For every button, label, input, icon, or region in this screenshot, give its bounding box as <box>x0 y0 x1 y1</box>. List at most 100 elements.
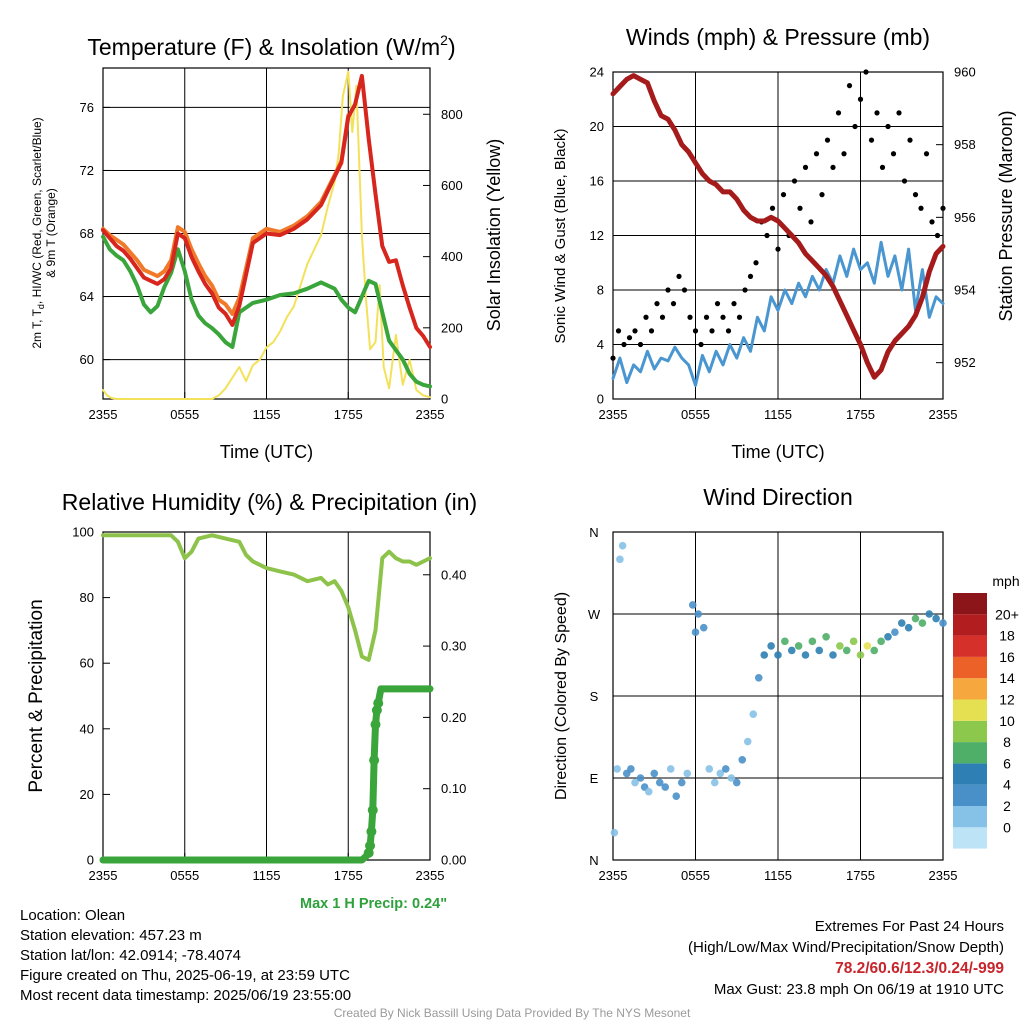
direction-point <box>781 637 789 646</box>
winds-ylabel-right: Station Pressure (Maroon) <box>996 110 1016 321</box>
direction-point <box>732 778 741 787</box>
gust-point <box>879 164 886 170</box>
direction-point <box>677 778 686 787</box>
gust-point <box>621 341 627 348</box>
legend-label: 10 <box>999 713 1015 729</box>
gust-point <box>720 314 726 320</box>
y-tick-label: 8 <box>597 283 604 298</box>
series-nine_m_temp <box>101 113 351 316</box>
direction-point <box>627 765 635 773</box>
legend-swatch <box>953 720 987 743</box>
direction-tick-label: N <box>589 853 598 868</box>
gust-point <box>637 341 644 348</box>
humidity-ylabel: Percent & Precipitation <box>26 599 47 792</box>
direction-point <box>932 614 940 623</box>
time-tick-label: 1755 <box>846 868 875 883</box>
extremes-panel: Extremes For Past 24 Hours (High/Low/Max… <box>688 916 1004 1000</box>
legend-swatch <box>953 784 987 806</box>
time-tick-label: 2355 <box>929 868 958 883</box>
direction-point <box>636 774 645 782</box>
winds-ylabel: Sonic Wind & Gust (Blue, Black) <box>552 128 569 343</box>
gust-point <box>747 273 754 279</box>
time-tick-label: 2355 <box>89 868 118 883</box>
direction-point <box>650 769 659 778</box>
winds-title: Winds (mph) & Pressure (mb) <box>626 24 930 50</box>
direction-point <box>774 651 782 659</box>
direction-point <box>787 646 796 655</box>
wind-direction-ylabel: Direction (Colored By Speed) <box>553 592 570 800</box>
gust-point <box>835 110 842 116</box>
legend-label: 0 <box>1003 819 1011 835</box>
legend-swatch <box>953 593 987 615</box>
gust-point <box>824 137 831 143</box>
gust-point <box>852 123 858 130</box>
time-tick-label: 0555 <box>681 407 710 422</box>
gust-point <box>863 69 869 75</box>
time-tick-label: 2355 <box>416 868 445 883</box>
legend-swatch <box>953 699 987 721</box>
gust-point <box>940 205 946 211</box>
legend-label: 16 <box>999 649 1015 665</box>
winds-chart: 2355 0555 1155 1755 235504812162024952954956… <box>552 24 1016 462</box>
time-tick-label: 1155 <box>253 407 281 422</box>
direction-point <box>691 628 700 637</box>
gust-point <box>885 123 891 130</box>
gust-point <box>841 151 847 157</box>
y2-tick-label: 0 <box>441 392 448 407</box>
gust-point <box>780 192 787 198</box>
gust-point <box>912 192 919 198</box>
gust-point <box>802 164 809 170</box>
gust-point <box>676 273 682 279</box>
y2-tick-label: 958 <box>954 137 976 152</box>
y2-tick-label: 200 <box>441 320 463 335</box>
gust-point <box>742 287 748 293</box>
legend-label: 8 <box>1003 734 1011 750</box>
direction-point <box>856 651 865 659</box>
direction-point <box>631 778 639 787</box>
direction-point <box>749 710 758 719</box>
gust-point <box>648 328 655 334</box>
direction-point <box>815 646 824 655</box>
direction-point <box>610 828 619 837</box>
gust-point <box>896 110 902 116</box>
legend-title: mph <box>992 573 1019 589</box>
direction-point <box>829 651 837 659</box>
y2-tick-label: 954 <box>954 283 976 298</box>
y-tick-label: 64 <box>80 289 94 304</box>
direction-point <box>710 778 719 787</box>
y-tick-label: 68 <box>80 226 94 241</box>
station-info: Location: Olean Station elevation: 457.2… <box>20 906 351 1006</box>
y-tick-label: 76 <box>80 100 94 115</box>
max-gust-line: Max Gust: 23.8 mph On 06/19 at 1910 UTC <box>713 981 1004 998</box>
gust-point <box>764 232 770 239</box>
gust-point <box>857 96 864 102</box>
direction-point <box>870 646 879 655</box>
legend-swatch <box>953 806 987 828</box>
direction-tick-label: W <box>588 607 601 622</box>
elevation-line: Station elevation: 457.23 m <box>20 927 202 944</box>
gust-point <box>681 287 688 293</box>
y-tick-label: 0 <box>87 853 94 868</box>
y-tick-label: 80 <box>80 590 94 605</box>
direction-point <box>836 642 844 650</box>
direction-point <box>801 651 810 659</box>
direction-point <box>699 623 708 632</box>
direction-point <box>849 637 858 646</box>
gust-point <box>868 137 875 143</box>
humidity-chart: 2355 0555 1155 1755 23550204060801000.000.10… <box>26 489 477 883</box>
direction-point <box>694 610 703 618</box>
time-tick-label: 2355 <box>929 407 958 422</box>
gust-point <box>753 260 759 266</box>
y-tick-label: 60 <box>80 352 94 367</box>
gust-point <box>659 314 666 320</box>
gust-point <box>626 335 633 341</box>
time-tick-label: 2355 <box>89 407 118 422</box>
humidity-title: Relative Humidity (%) & Precipitation (i… <box>62 489 477 515</box>
series-temp <box>101 73 432 349</box>
recent-data-line: Most recent data timestamp: 2025/06/19 2… <box>20 987 352 1004</box>
y-tick-label: 0 <box>597 392 604 407</box>
gust-point <box>918 205 924 211</box>
precip-point <box>367 805 378 816</box>
